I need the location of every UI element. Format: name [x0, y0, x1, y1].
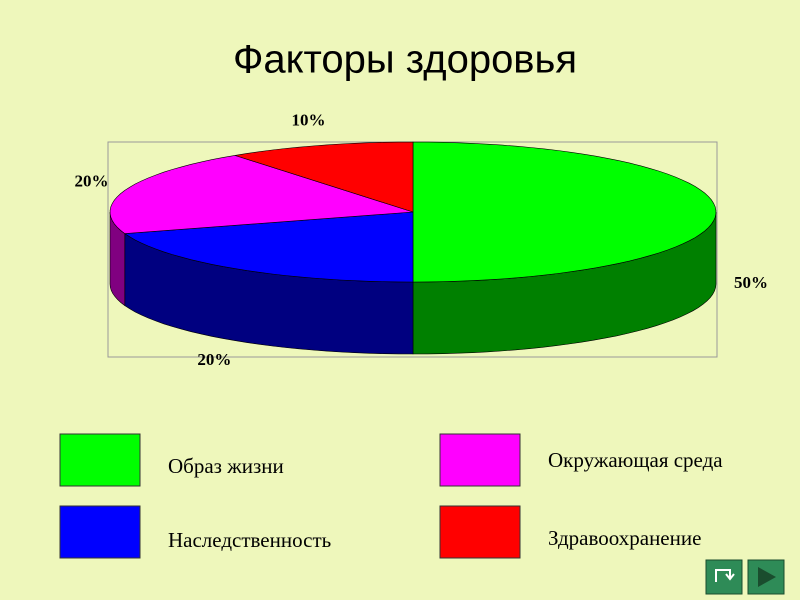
data-label: 50%	[734, 273, 768, 292]
pie-slice	[123, 211, 414, 283]
next-icon	[758, 567, 776, 587]
pie-slice	[412, 141, 717, 283]
legend-label: Наследственность	[168, 528, 331, 552]
legend-label: Окружающая среда	[548, 448, 723, 472]
return-icon	[715, 569, 735, 582]
pie-slice	[109, 155, 414, 234]
legend-swatch	[59, 433, 141, 487]
legend: Образ жизни Наследственность Окружающая ср…	[59, 433, 723, 559]
data-label: 20%	[197, 350, 231, 369]
legend-label: Здравоохранение	[548, 526, 701, 550]
legend-label: Образ жизни	[168, 454, 284, 478]
pie: 50% 20% 20% 10%	[75, 111, 768, 369]
pie-slice	[234, 141, 414, 213]
legend-swatch	[439, 433, 521, 487]
nav-buttons	[705, 559, 785, 595]
legend-swatch	[59, 505, 141, 559]
data-label: 10%	[292, 111, 326, 130]
legend-swatch	[439, 505, 521, 559]
chart-title: Факторы здоровья	[233, 38, 577, 82]
data-label: 20%	[75, 172, 109, 191]
return-button[interactable]	[705, 559, 743, 595]
